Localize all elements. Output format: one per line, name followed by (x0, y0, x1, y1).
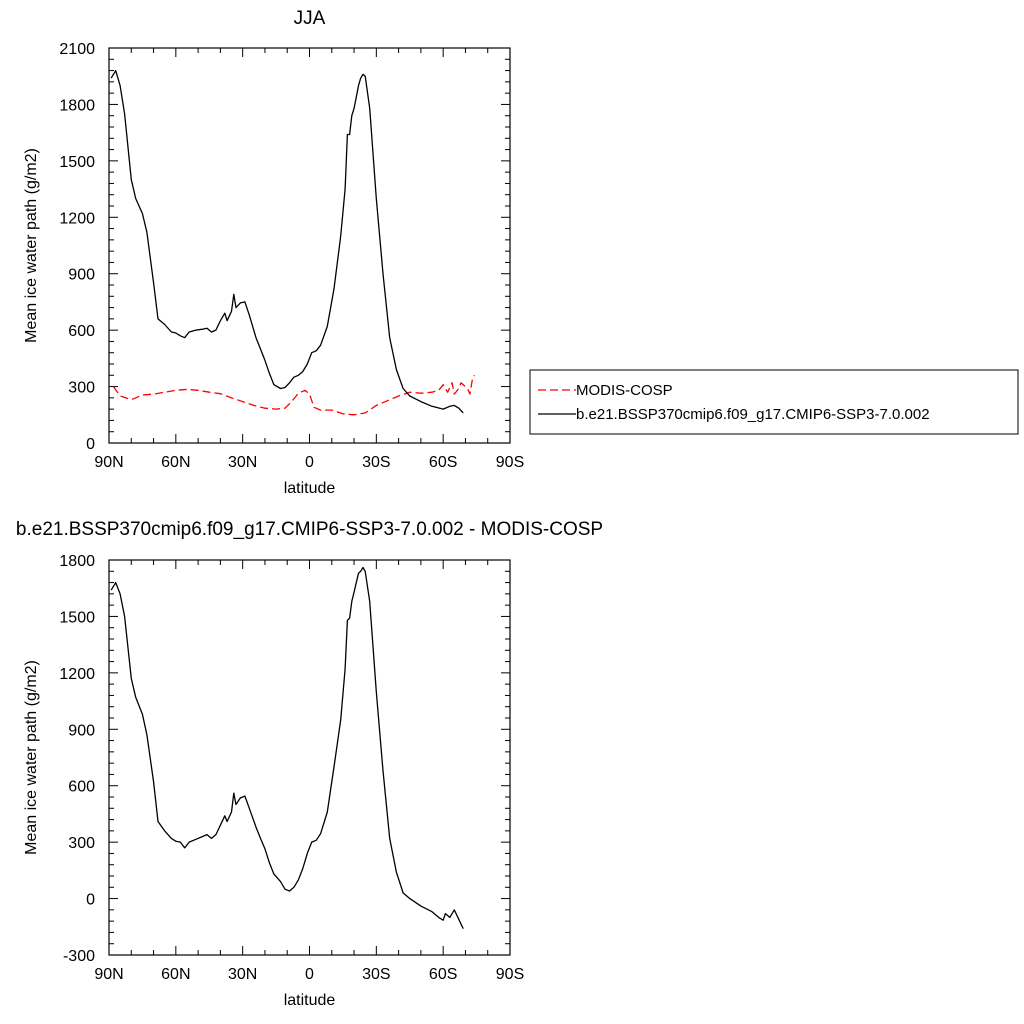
y-tick-label: 0 (86, 892, 95, 909)
x-tick-label: 0 (305, 454, 314, 471)
plot-frame (108, 559, 511, 956)
x-tick-label: 60S (429, 454, 457, 471)
legend-entry-2: b.e21.BSSP370cmip6.f09_g17.CMIP6-SSP3-7.… (576, 406, 930, 423)
series-line-1 (112, 375, 476, 416)
legend-entry-1: MODIS-COSP (576, 382, 673, 399)
chart-title: JJA (294, 8, 326, 29)
y-axis-label: Mean ice water path (g/m2) (23, 148, 40, 343)
y-tick-label: 1500 (59, 154, 95, 171)
x-tick-label: 60N (161, 454, 190, 471)
y-tick-label: 300 (68, 835, 95, 852)
x-tick-label: 30N (228, 966, 257, 983)
y-tick-label: 900 (68, 722, 95, 739)
legend-box (529, 369, 1019, 435)
y-tick-label: 600 (68, 779, 95, 796)
y-tick-label: 1200 (59, 210, 95, 227)
y-tick-label: 900 (68, 267, 95, 284)
x-tick-label: 90S (496, 966, 524, 983)
x-tick-label: 90N (94, 454, 123, 471)
y-tick-label: 1800 (59, 553, 95, 570)
y-tick-label: -300 (63, 948, 95, 965)
y-axis-label: Mean ice water path (g/m2) (23, 660, 40, 855)
x-tick-label: 60N (161, 966, 190, 983)
y-tick-label: 0 (86, 436, 95, 453)
x-tick-label: 60S (429, 966, 457, 983)
x-tick-label: 30S (362, 966, 390, 983)
series-line-1 (110, 566, 464, 929)
y-tick-label: 600 (68, 323, 95, 340)
x-tick-label: 0 (305, 966, 314, 983)
chart-title: b.e21.BSSP370cmip6.f09_g17.CMIP6-SSP3-7.… (16, 519, 603, 540)
x-tick-label: 30S (362, 454, 390, 471)
y-tick-label: 1500 (59, 609, 95, 626)
plot-frame (108, 47, 511, 444)
x-axis-label: latitude (284, 480, 336, 497)
y-tick-label: 1200 (59, 666, 95, 683)
series-line-2 (110, 69, 464, 414)
x-axis-label: latitude (284, 992, 336, 1009)
y-tick-label: 2100 (59, 41, 95, 58)
legend: MODIS-COSP b.e21.BSSP370cmip6.f09_g17.CMI… (529, 369, 1019, 435)
y-tick-label: 1800 (59, 97, 95, 114)
x-tick-label: 30N (228, 454, 257, 471)
chart-panel-2: b.e21.BSSP370cmip6.f09_g17.CMIP6-SSP3-7.… (16, 519, 603, 1009)
y-tick-label: 300 (68, 380, 95, 397)
x-tick-label: 90S (496, 454, 524, 471)
x-tick-label: 90N (94, 966, 123, 983)
chart-panel-1: JJA 90N 60N 30N 0 30S 60S 90S 0 300 600 900 1200 1500… (23, 8, 1019, 497)
